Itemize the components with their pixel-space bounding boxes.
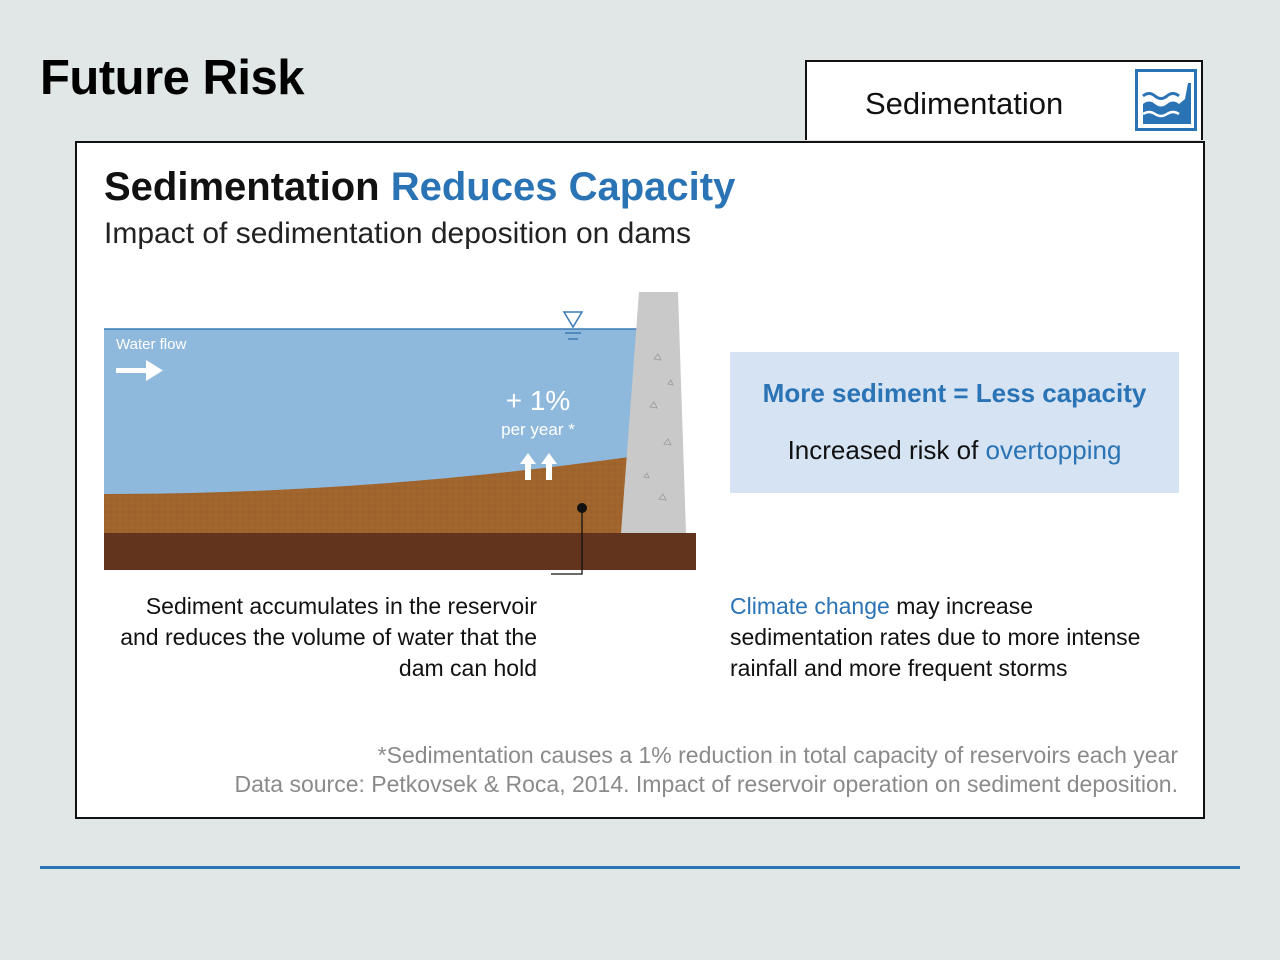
water-flow-label: Water flow: [116, 336, 186, 353]
callout-leader: [551, 508, 583, 575]
card-subtitle: Impact of sedimentation deposition on da…: [104, 217, 692, 250]
overtopping-term: overtopping: [985, 435, 1122, 465]
footer-divider: [40, 866, 1240, 869]
climate-change-term: Climate change: [730, 593, 890, 619]
card-title-main: Sedimentation: [104, 165, 380, 209]
rate-value: + 1%: [506, 385, 571, 416]
topic-tab-label: Sedimentation: [865, 86, 1064, 121]
water-level-icon: [562, 311, 584, 340]
key-message-box: More sediment = Less capacity Increased …: [730, 352, 1179, 493]
card-title: Sedimentation Reduces Capacity: [104, 165, 735, 210]
sediment-callout: Sediment accumulates in the reservoir an…: [120, 593, 537, 681]
card-title-accent: Reduces Capacity: [390, 165, 736, 209]
dam-sediment-diagram: Water flow + 1% per year *: [104, 292, 696, 575]
sedimentation-wave-icon: [1135, 69, 1197, 131]
key-message-body: Increased risk of overtopping: [730, 435, 1179, 466]
bedrock-layer: [104, 533, 696, 570]
data-source: Data source: Petkovsek & Roca, 2014. Imp…: [234, 771, 1178, 797]
dam-wall: [621, 292, 686, 533]
rate-unit: per year *: [501, 420, 575, 439]
key-message-body-text: Increased risk of: [787, 435, 979, 465]
footnote-line1: *Sedimentation causes a 1% reduction in …: [377, 742, 1178, 768]
climate-note: Climate change may increase sedimentatio…: [730, 591, 1160, 684]
topic-tab[interactable]: Sedimentation: [805, 60, 1203, 140]
climate-note-text: may increase sedimentation rates due to …: [730, 593, 1141, 681]
key-message-heading: More sediment = Less capacity: [762, 378, 1147, 408]
rising-arrows-icon: [520, 453, 557, 480]
page-title: Future Risk: [40, 51, 305, 105]
flow-arrow-icon: [116, 360, 163, 381]
content-card: Sedimentation Reduces Capacity Impact of…: [75, 141, 1205, 819]
footnote: *Sedimentation causes a 1% reduction in …: [234, 741, 1178, 799]
